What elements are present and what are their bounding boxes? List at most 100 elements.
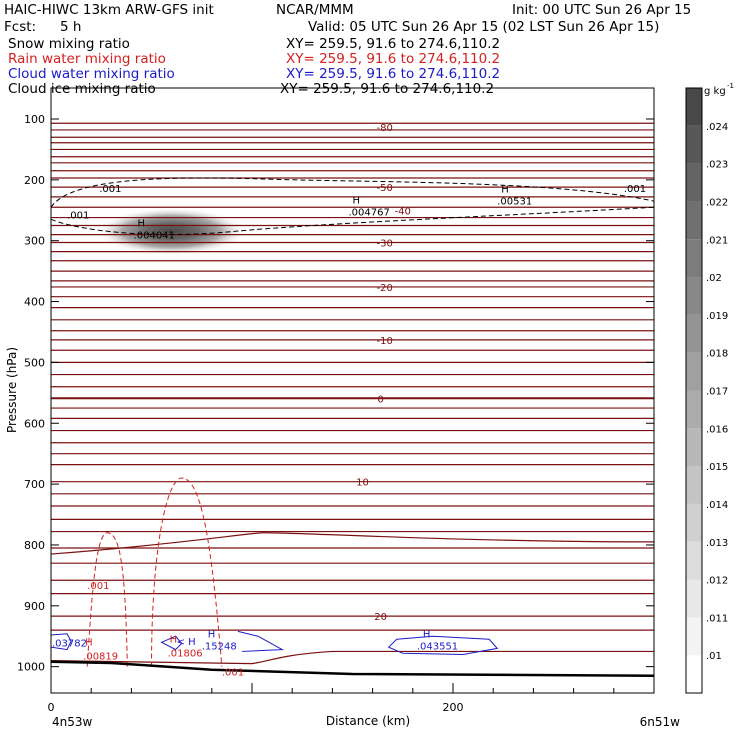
- colorbar-unit-exponent: -1: [727, 82, 734, 90]
- x-endpoint-right: 6n51w: [640, 715, 681, 729]
- isotherm-label: 0: [377, 394, 383, 405]
- rain-max-value: .01806: [168, 648, 203, 659]
- colorbar-label: .016: [706, 424, 728, 435]
- isotherm-line: [51, 532, 654, 555]
- cloudwater-label: .03782: [52, 638, 87, 649]
- field-rain-xy: XY= 259.5, 91.6 to 274.6,110.2: [286, 51, 501, 67]
- colorbar-label: .012: [706, 576, 728, 587]
- y-tick-label: 800: [24, 539, 45, 552]
- y-tick-label: 400: [24, 296, 45, 309]
- isotherm-label: -20: [376, 283, 392, 294]
- rain-contour: [86, 532, 128, 667]
- colorbar-cell: [686, 541, 702, 580]
- x-endpoint-left: 4n53w: [52, 715, 93, 729]
- ice-max-marker: H: [501, 185, 509, 196]
- colorbar-cell: [686, 579, 702, 618]
- colorbar-unit: g kg: [704, 86, 726, 97]
- colorbar-cell: [686, 314, 702, 353]
- y-tick-label: 900: [24, 600, 45, 613]
- colorbar-cell: [686, 390, 702, 429]
- field-snow-xy: XY= 259.5, 91.6 to 274.6,110.2: [286, 36, 501, 52]
- x-tick-label: 0: [48, 701, 55, 714]
- fcst-label: Fcst:: [4, 19, 37, 35]
- cloudwater-label: < H: [177, 637, 196, 648]
- plot-title: HAIC-HIWC 13km ARW-GFS init: [4, 2, 214, 18]
- field-snow-name: Snow mixing ratio: [8, 36, 130, 52]
- ice-contour: [51, 177, 654, 208]
- y-tick-label: 1000: [17, 661, 45, 674]
- isotherm-label: -10: [376, 336, 392, 347]
- ice-max-value: .004767: [348, 207, 389, 218]
- field-cloudwater-name: Cloud water mixing ratio: [8, 66, 175, 82]
- colorbar-label: .017: [706, 387, 728, 398]
- ice-contour-label: .001: [624, 184, 646, 195]
- snow-max-marker: H: [138, 219, 146, 230]
- colorbar-cell: [686, 201, 702, 240]
- colorbar-label: .019: [706, 311, 728, 322]
- isotherm-label: -30: [376, 239, 392, 250]
- rain-contour-label: .001: [222, 668, 244, 679]
- surface-line: [51, 660, 654, 678]
- colorbar-label: .024: [706, 122, 728, 133]
- isotherm-label: -80: [376, 123, 392, 134]
- cloudwater-contour: [237, 630, 284, 652]
- cloudwater-contour: [387, 635, 499, 655]
- ice-max-marker: H: [352, 195, 360, 206]
- isotherm-label: -40: [395, 206, 411, 217]
- rain-max-value: .00819: [83, 652, 118, 663]
- snow-max-value: .004041: [134, 231, 175, 242]
- ice-contour-label: .001: [67, 211, 89, 222]
- isotherm-label: 10: [356, 478, 369, 489]
- colorbar-cell: [686, 466, 702, 504]
- y-tick-label: 200: [24, 174, 45, 187]
- y-tick-label: 300: [24, 235, 45, 248]
- colorbar-cell: [686, 163, 702, 202]
- colorbar-cell: [686, 655, 702, 693]
- cloudwater-contour: [51, 633, 72, 651]
- colorbar-label: .023: [706, 160, 728, 171]
- isotherm-label: 20: [374, 612, 387, 623]
- y-tick-label: 500: [24, 356, 45, 369]
- rain-contour-label: .001: [87, 581, 109, 592]
- colorbar-label: .014: [706, 500, 728, 511]
- y-tick-label: 600: [24, 417, 45, 430]
- colorbar-label: .021: [706, 235, 728, 246]
- fcst-value: 5 h: [60, 19, 82, 35]
- colorbar-cell: [686, 503, 702, 542]
- colorbar-cell: [686, 88, 702, 126]
- y-tick-label: 700: [24, 478, 45, 491]
- colorbar-frame: [685, 87, 703, 694]
- colorbar-label: .02: [706, 273, 722, 284]
- center-label: NCAR/MMM: [276, 2, 354, 18]
- x-axis-label: Distance (km): [326, 714, 410, 728]
- colorbar-cell: [686, 617, 702, 656]
- init-time: Init: 00 UTC Sun 26 Apr 15: [512, 2, 692, 18]
- cloudwater-max-marker: H: [423, 629, 431, 640]
- rain-max-marker: H: [85, 638, 93, 649]
- colorbar-label: .015: [706, 462, 728, 473]
- colorbar-cell: [686, 277, 702, 315]
- field-rain-name: Rain water mixing ratio: [8, 51, 166, 67]
- y-axis-label: Pressure (hPa): [5, 347, 19, 433]
- isotherm-label: -50: [376, 183, 392, 194]
- colorbar-cell: [686, 428, 702, 467]
- colorbar-label: .011: [706, 613, 728, 624]
- colorbar-cell: [686, 352, 702, 391]
- valid-time: Valid: 05 UTC Sun 26 Apr 15 (02 LST Sun …: [308, 19, 660, 35]
- snow-shading: [95, 207, 248, 256]
- colorbar-label: .013: [706, 538, 728, 549]
- x-tick-label: 200: [443, 701, 464, 714]
- cloudwater-max-value: .043551: [417, 641, 458, 652]
- plot-frame: [50, 87, 655, 694]
- rain-max-marker: H: [170, 634, 178, 645]
- y-tick-label: 100: [24, 113, 45, 126]
- cloudwater-contour: [160, 635, 183, 651]
- field-cloudwater-xy: XY= 259.5, 91.6 to 274.6,110.2: [286, 66, 501, 82]
- rain-contour: [151, 477, 223, 667]
- colorbar-label: .018: [706, 349, 728, 360]
- cloudwater-max-marker: H: [208, 629, 216, 640]
- field-ice-name: Cloud ice mixing ratio: [8, 81, 156, 97]
- ice-contour-label: .001: [99, 184, 121, 195]
- field-ice-xy: XY= 259.5, 91.6 to 274.6,110.2: [280, 81, 495, 97]
